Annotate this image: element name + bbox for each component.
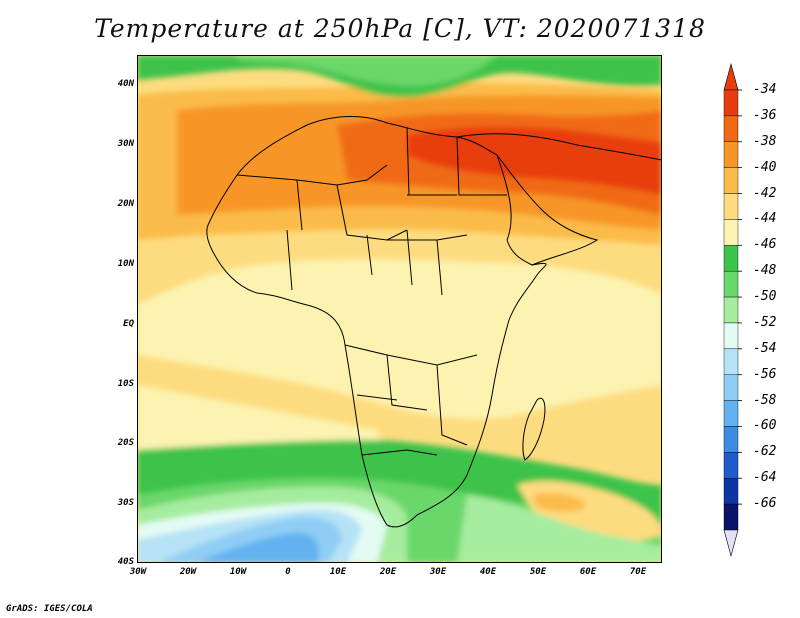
lon-label: 40E [479,567,497,577]
africa-coastline [206,116,547,528]
colorbar-label: -52 [753,314,777,330]
lon-label: 20W [179,567,197,577]
colorbar-bottom-arrow [723,529,739,558]
warm-core-east [532,493,587,512]
lon-label: 10W [229,567,247,577]
lon-label: 0 [285,567,291,577]
colorbar-swatch [723,219,739,246]
lat-label: 20N [117,199,134,209]
band-48-north [237,55,497,86]
colorbar-label: -34 [753,82,777,97]
colorbar-label: -48 [753,263,777,279]
lat-label: 10N [117,259,134,269]
lat-label: 10S [117,379,134,389]
colorbar-label: -56 [753,366,777,382]
colorbar-label: -54 [753,340,777,356]
colorbar-label: -66 [753,496,777,512]
lon-label: 10E [329,567,347,577]
colorbar-label: -38 [753,133,777,149]
colorbar-swatch [723,503,739,531]
map-title: Temperature at 250hPa [C], VT: 202007131… [94,14,706,43]
colorbar-swatch [723,193,739,220]
arabia [456,133,662,266]
lat-label: 30S [117,498,134,508]
colorbar-swatch [723,270,739,298]
colorbar-swatch [723,478,739,505]
colorbar-swatch [723,400,739,427]
footer-credit: GrADS: IGES/COLA [6,604,93,614]
colorbar-swatch [723,115,739,142]
lon-label: 20E [379,567,397,577]
colorbar-swatch [723,348,739,375]
lat-label: 40N [117,79,134,89]
colorbar-swatch [723,89,739,117]
border-1 [236,164,468,296]
madagascar [522,397,546,461]
colorbar [723,62,742,558]
colorbar-swatch [723,426,739,453]
colorbar-label: -40 [753,159,777,175]
colorbar-label: -60 [753,418,777,434]
colorbar-label: -42 [753,185,777,201]
colorbar-swatch [723,452,739,479]
border-2 [344,344,478,456]
colorbar-top-arrow [723,62,739,91]
map-frame [137,55,662,563]
lat-label: 30N [117,139,134,149]
lon-label: 50E [529,567,547,577]
colorbar-label: -58 [753,392,777,408]
colorbar-swatch [723,167,739,194]
temperature-map [137,55,662,563]
colorbar-swatch [723,296,739,324]
colorbar-label: -50 [753,289,777,305]
colorbar-label: -62 [753,444,777,460]
colorbar-label: -46 [753,237,777,253]
lat-label: 40S [117,557,134,567]
colorbar-swatch [723,322,739,350]
band-44-tropics [137,259,662,420]
band-58-south [197,533,319,563]
colorbar-swatch [723,141,739,168]
band-34-core [407,126,662,195]
colorbar-label: -36 [753,107,777,123]
lon-label: 70E [629,567,647,577]
lon-label: 30W [129,567,147,577]
band-44-se [457,495,662,563]
colorbar-swatch [723,374,739,401]
lon-label: 30E [429,567,447,577]
colorbar-label: -44 [753,211,777,227]
colorbar-swatch [723,245,739,272]
border-3 [406,126,507,196]
lat-label: 20S [117,438,134,448]
lon-label: 60E [579,567,597,577]
lat-label: EQ [123,319,134,329]
colorbar-label: -64 [753,470,777,486]
